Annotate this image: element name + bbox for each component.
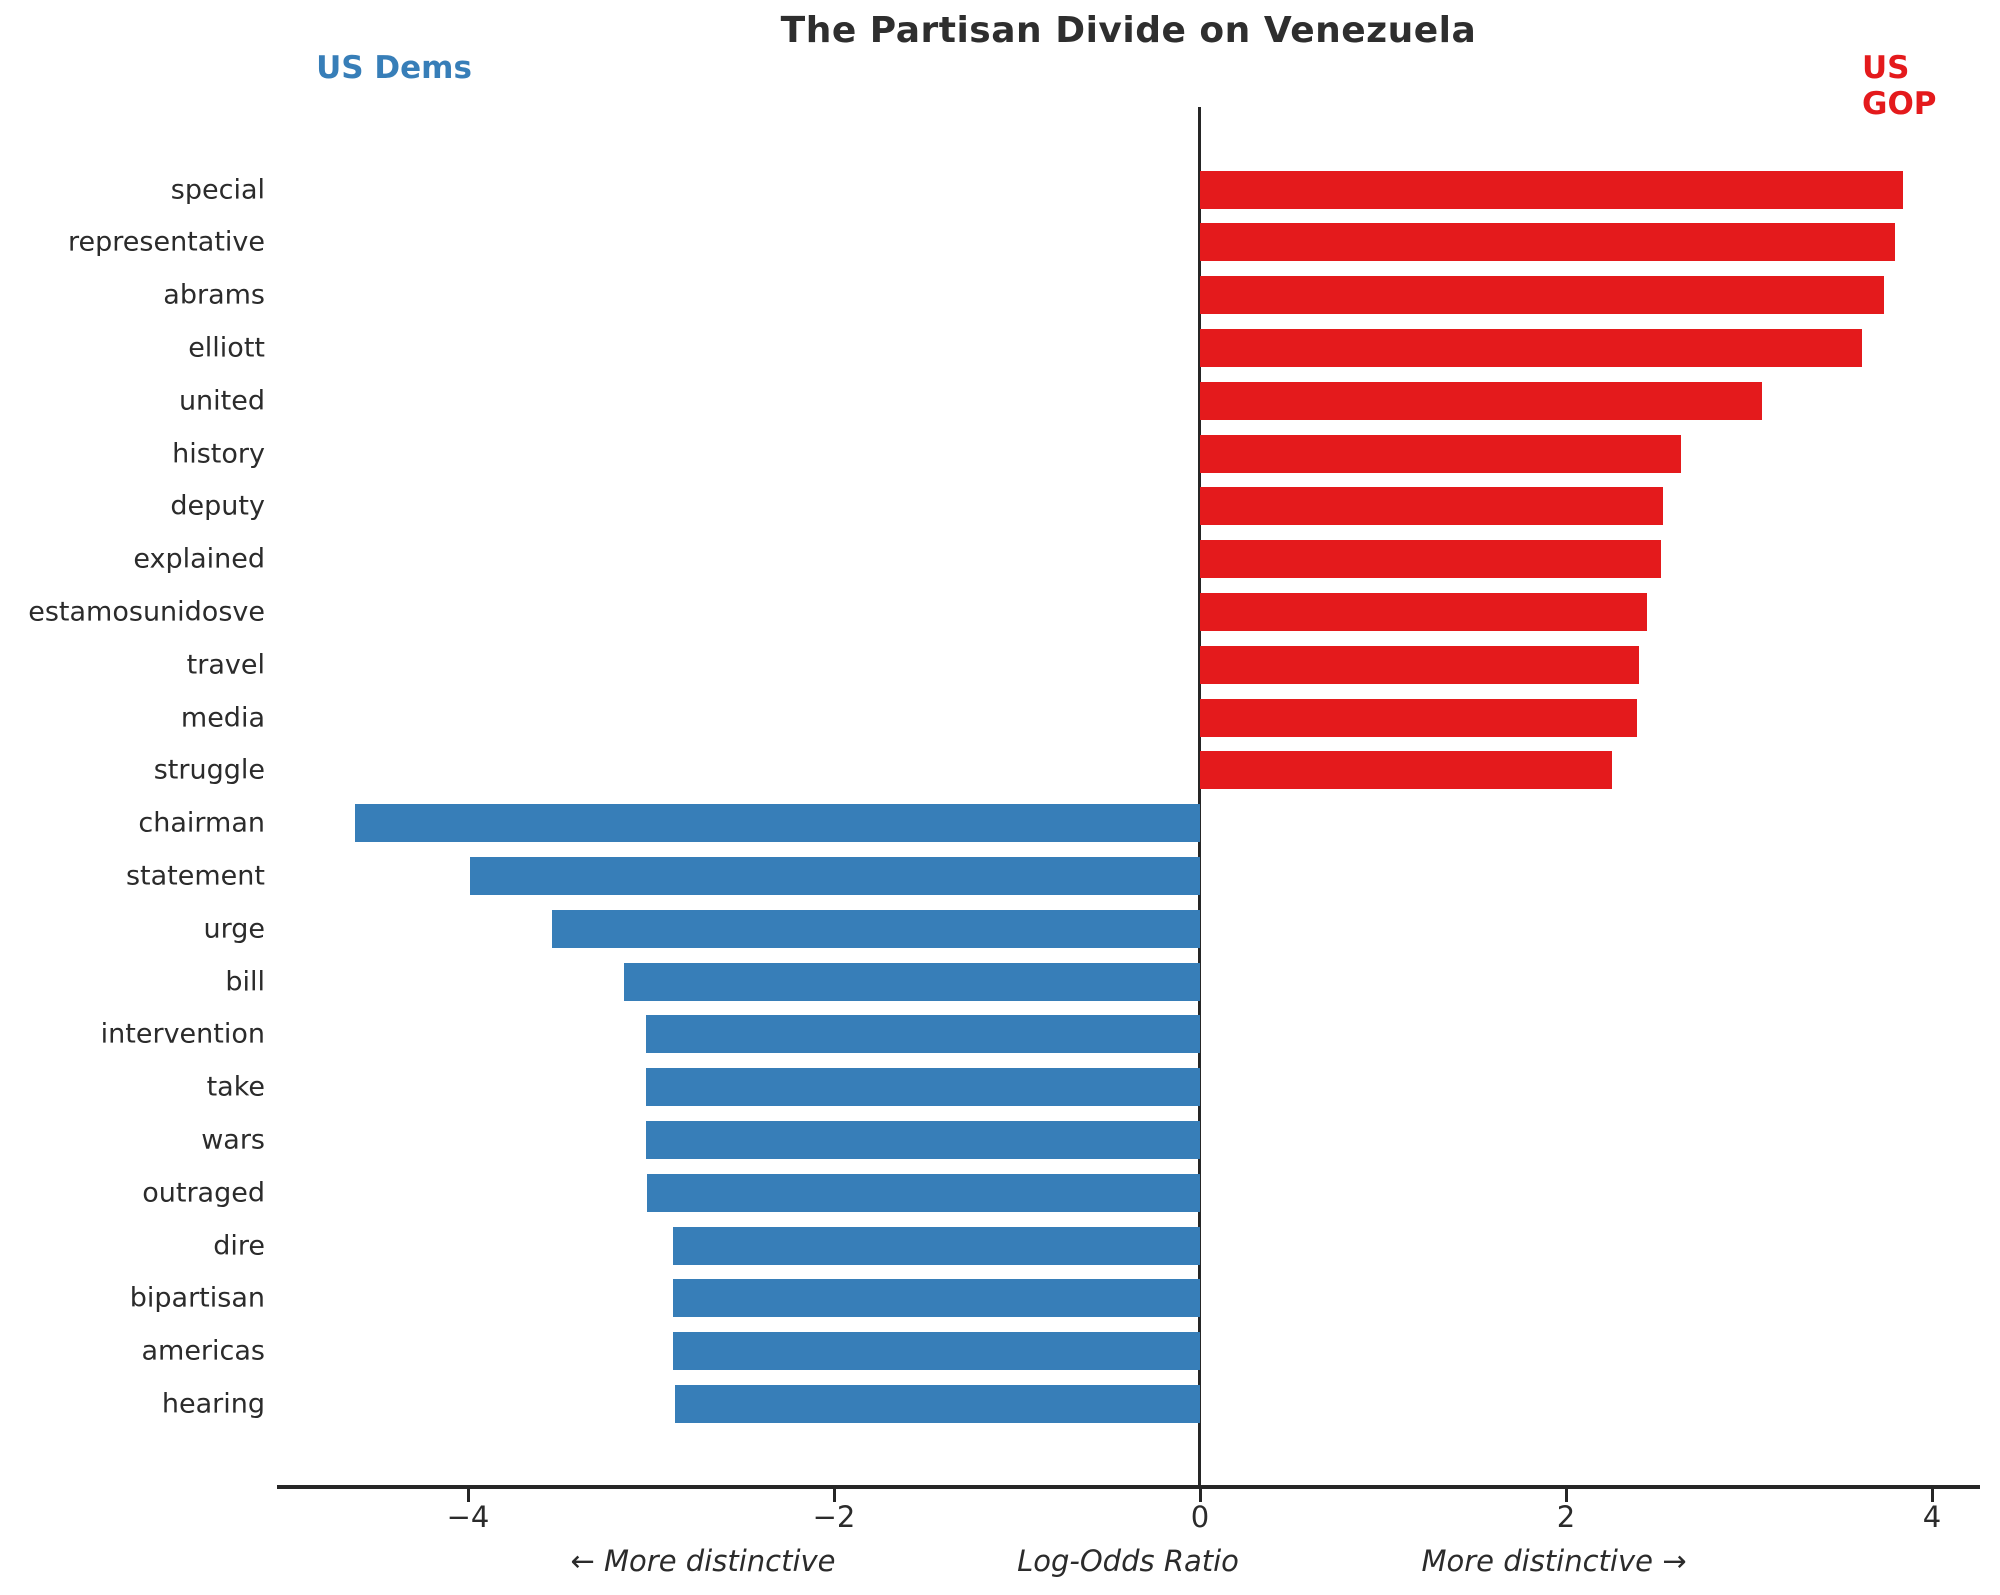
bar-label: bipartisan: [129, 1282, 265, 1314]
bar: [1200, 592, 1647, 631]
bar: [1200, 328, 1863, 367]
bar-label: americas: [141, 1335, 265, 1367]
bar-label: struggle: [153, 754, 265, 786]
bar: [1200, 698, 1638, 737]
bar-label: elliott: [188, 332, 265, 364]
bar: [1200, 276, 1885, 315]
bar: [1200, 223, 1896, 262]
bar: [645, 1120, 1200, 1159]
bar-label: travel: [186, 649, 265, 681]
dems-group-label: US Dems: [316, 50, 472, 86]
x-tick: [832, 1489, 836, 1502]
bar: [552, 909, 1200, 948]
bar-label: explained: [133, 543, 265, 575]
zero-axis-line: [1198, 107, 1201, 1487]
bar-label: wars: [201, 1124, 265, 1156]
bar-label: chairman: [138, 807, 265, 839]
x-tick-label: −4: [446, 1500, 490, 1534]
bar-label: statement: [125, 860, 265, 892]
x-tick: [466, 1489, 470, 1502]
bar-label: take: [206, 1071, 265, 1103]
bar: [1200, 170, 1903, 209]
bar-label: media: [180, 702, 265, 733]
x-tick: [1564, 1489, 1568, 1502]
x-axis-line: [277, 1485, 1980, 1489]
bar-label: dire: [213, 1230, 265, 1261]
bar-label: estamosunidosve: [28, 596, 265, 628]
bar-label: intervention: [100, 1018, 265, 1050]
bar-label: history: [172, 438, 265, 469]
x-tick-label: 0: [1190, 1500, 1210, 1534]
bar: [645, 1068, 1200, 1107]
bar-label: united: [178, 385, 265, 417]
bar: [672, 1226, 1200, 1265]
bar: [672, 1332, 1200, 1371]
x-tick-label: 4: [1922, 1500, 1942, 1534]
bar: [647, 1173, 1200, 1212]
bar: [469, 856, 1200, 895]
bar: [1200, 434, 1682, 473]
bar: [645, 1015, 1200, 1054]
bar-label: hearing: [161, 1388, 265, 1420]
bar: [1200, 381, 1762, 420]
x-axis-annotation-right: More distinctive →: [1421, 1544, 1687, 1578]
bar-label: outraged: [142, 1177, 265, 1209]
chart-title: The Partisan Divide on Venezuela: [780, 10, 1477, 51]
bar-label: urge: [203, 913, 266, 945]
bar: [1200, 487, 1663, 526]
x-axis-annotation-left: ← More distinctive: [570, 1544, 836, 1578]
bar: [1200, 751, 1612, 790]
bar-label: abrams: [163, 279, 265, 311]
x-axis-label: Log-Odds Ratio: [1017, 1544, 1239, 1578]
bar-label: representative: [68, 226, 265, 258]
bar-label: deputy: [170, 490, 265, 522]
bar: [1200, 540, 1662, 579]
x-tick: [1198, 1489, 1202, 1502]
bar-label: special: [170, 174, 265, 205]
bar-label: bill: [225, 966, 265, 997]
gop-group-label: US GOP: [1862, 50, 1937, 122]
bar: [672, 1279, 1200, 1318]
bar: [674, 1384, 1200, 1423]
x-tick-label: 2: [1556, 1500, 1576, 1534]
bar: [1200, 645, 1640, 684]
bar: [623, 962, 1200, 1001]
x-tick-label: −2: [812, 1500, 856, 1534]
bar: [354, 804, 1200, 843]
x-tick: [1930, 1489, 1934, 1502]
